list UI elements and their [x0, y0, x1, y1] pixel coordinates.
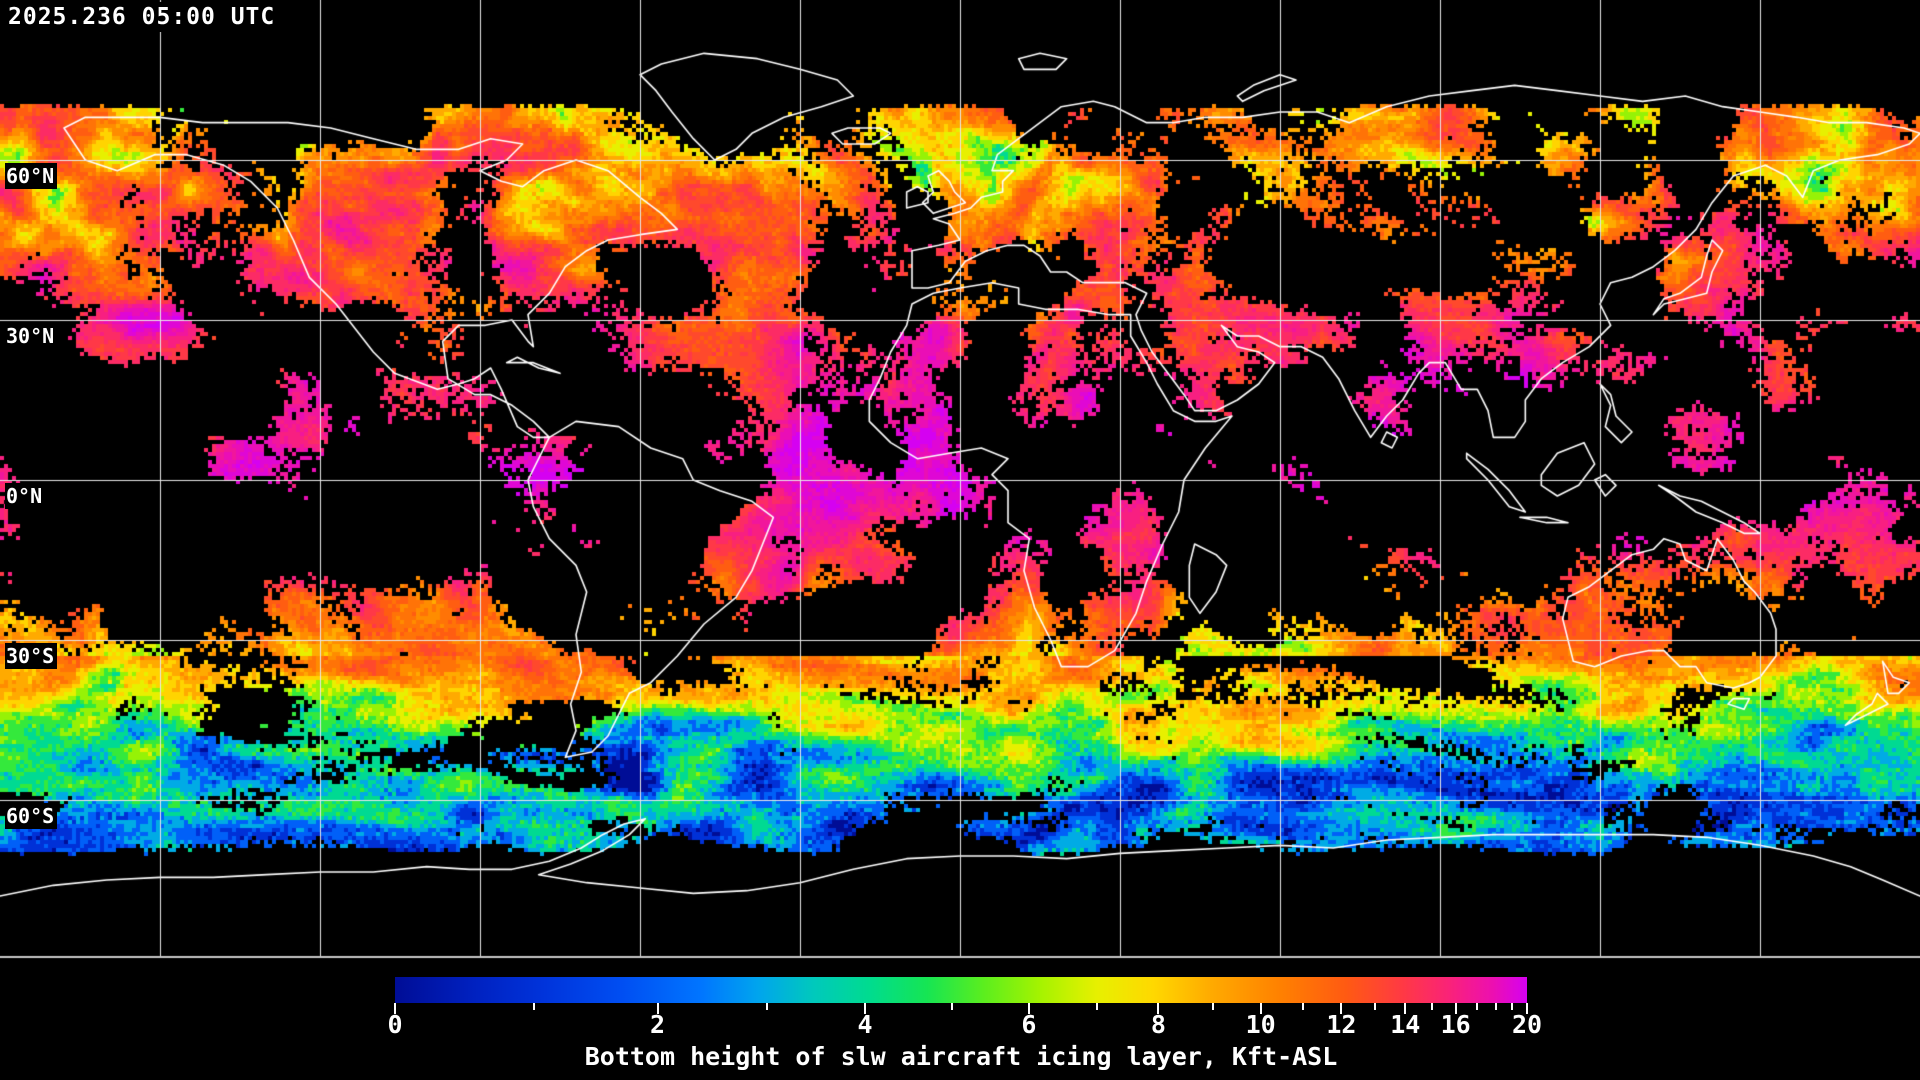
colorbar-tick [1454, 1003, 1457, 1014]
timestamp-label: 2025.236 05:00 UTC [6, 2, 282, 32]
colorbar-tick [1511, 1003, 1514, 1010]
colorbar-tick-label-20: 20 [1511, 1010, 1543, 1039]
colorbar-tick [864, 1003, 867, 1014]
colorbar-tick [1475, 1003, 1478, 1010]
colorbar-tick [1027, 1003, 1030, 1014]
colorbar-ticks [394, 1003, 1528, 1017]
colorbar-tick [1259, 1003, 1262, 1014]
colorbar-title: Bottom height of slw aircraft icing laye… [584, 1042, 1338, 1071]
colorbar-tick-label-14: 14 [1390, 1010, 1421, 1039]
colorbar-tick [656, 1003, 659, 1014]
colorbar-tick [533, 1003, 536, 1010]
colorbar-tick [1096, 1003, 1099, 1010]
colorbar-tick [1157, 1003, 1160, 1014]
colorbar-tick-label-16: 16 [1440, 1010, 1471, 1039]
colorbar-tick-label-4: 4 [857, 1010, 873, 1039]
colorbar-tick-label-8: 8 [1150, 1010, 1166, 1039]
colorbar-tick [394, 1003, 396, 1014]
colorbar-tick-label-2: 2 [650, 1010, 666, 1039]
colorbar-gradient [395, 977, 1527, 1003]
world-icing-map-canvas [0, 0, 1920, 960]
colorbar-tick [1404, 1003, 1407, 1014]
colorbar-tick [1526, 1003, 1528, 1014]
latitude-label-60s: 60°S [5, 803, 58, 829]
colorbar-tick [766, 1003, 769, 1010]
colorbar-tick-label-6: 6 [1021, 1010, 1037, 1039]
colorbar-tick-label-0: 0 [387, 1010, 403, 1039]
latitude-label-0n: 0°N [5, 483, 46, 509]
colorbar-tick [950, 1003, 953, 1010]
colorbar-tick [1430, 1003, 1433, 1010]
colorbar-tick [1340, 1003, 1343, 1014]
colorbar-tick [1374, 1003, 1377, 1010]
colorbar-tick [1302, 1003, 1305, 1010]
latitude-label-30n: 30°N [5, 323, 58, 349]
colorbar-tick [1494, 1003, 1497, 1010]
latitude-label-60n: 60°N [5, 163, 58, 189]
colorbar [394, 977, 1528, 1014]
latitude-label-30s: 30°S [5, 643, 58, 669]
colorbar-tick-label-12: 12 [1326, 1010, 1357, 1039]
colorbar-tick [1211, 1003, 1214, 1010]
colorbar-tick-label-10: 10 [1245, 1010, 1276, 1039]
